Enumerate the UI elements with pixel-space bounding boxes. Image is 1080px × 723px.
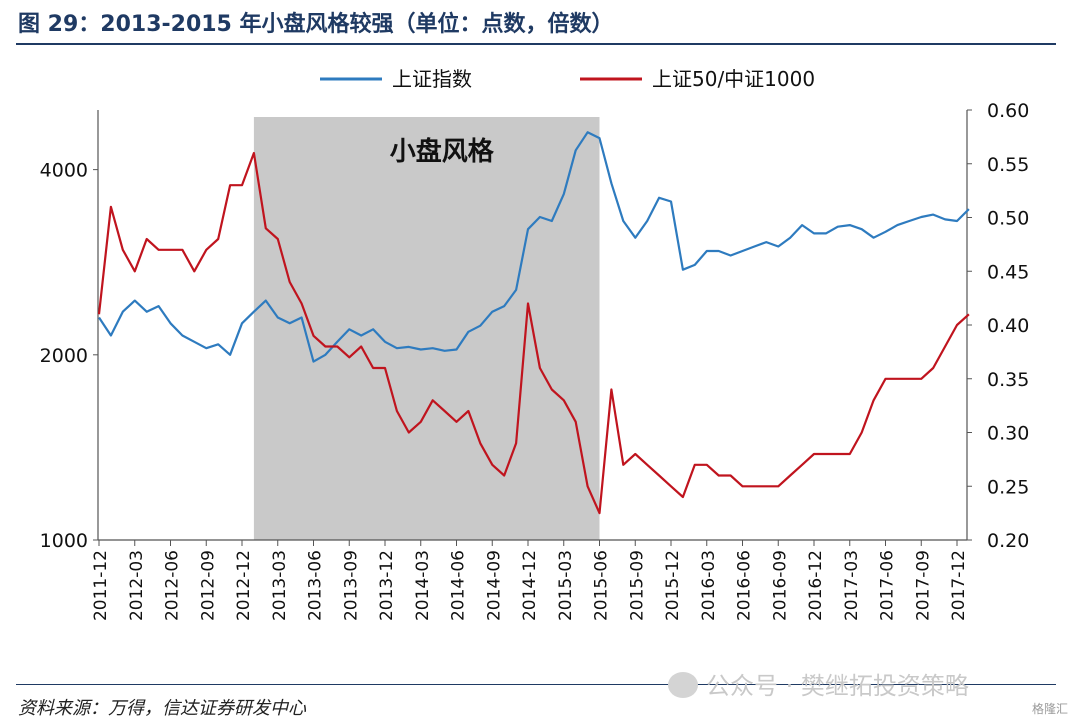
watermark: 公众号 · 樊继拓投资策略 bbox=[668, 666, 969, 701]
shaded-region-layer: 小盘风格 bbox=[253, 117, 600, 540]
x-tick-label: 2013-12 bbox=[377, 550, 397, 621]
figure-title: 图 29：2013-2015 年小盘风格较强（单位：点数，倍数） bbox=[18, 12, 614, 37]
right-tick-label: 0.45 bbox=[987, 261, 1029, 283]
shaded-region bbox=[253, 117, 600, 540]
x-tick-label: 2016-09 bbox=[770, 550, 790, 621]
legend-label-1: 上证指数 bbox=[392, 67, 472, 91]
right-tick-label: 0.25 bbox=[987, 476, 1029, 498]
right-tick-label: 0.60 bbox=[987, 100, 1029, 122]
watermark-text: 公众号 · 樊继拓投资策略 bbox=[706, 672, 969, 700]
x-tick-label: 2015-12 bbox=[663, 550, 683, 621]
x-tick-label: 2013-09 bbox=[341, 550, 361, 621]
x-tick-label: 2014-03 bbox=[413, 550, 433, 621]
right-tick-label: 0.30 bbox=[987, 423, 1029, 445]
x-tick-label: 2013-06 bbox=[306, 550, 326, 621]
x-tick-label: 2012-12 bbox=[234, 550, 254, 621]
axes-layer: 1000 2000 4000 0.20 0.25 0.30 0.35 0.40 0.45 0.50… bbox=[40, 100, 1030, 621]
right-tick-label: 0.20 bbox=[987, 530, 1029, 552]
x-tick-label: 2017-12 bbox=[949, 550, 969, 621]
badge: 格隆汇 bbox=[1031, 702, 1068, 716]
x-tick-label: 2012-06 bbox=[163, 550, 183, 621]
x-tick-label: 2014-09 bbox=[484, 550, 504, 621]
right-tick-label: 0.40 bbox=[987, 315, 1029, 337]
right-tick-label: 0.55 bbox=[987, 154, 1029, 176]
x-tick-label: 2013-03 bbox=[270, 550, 290, 621]
x-tick-label: 2015-03 bbox=[556, 550, 576, 621]
title-divider bbox=[16, 43, 1056, 45]
x-tick-label: 2017-06 bbox=[878, 550, 898, 621]
left-tick-label: 4000 bbox=[40, 160, 88, 182]
series-line-1 bbox=[98, 131, 970, 363]
x-tick-label: 2014-12 bbox=[520, 550, 540, 621]
x-tick-label: 2016-06 bbox=[735, 550, 755, 621]
x-tick-label: 2011-12 bbox=[91, 550, 111, 621]
legend-label-2: 上证50/中证1000 bbox=[652, 67, 815, 91]
shaded-region-label: 小盘风格 bbox=[390, 136, 495, 167]
x-tick-label: 2014-06 bbox=[449, 550, 469, 621]
x-tick-label: 2012-03 bbox=[127, 550, 147, 621]
x-tick-label: 2017-09 bbox=[913, 550, 933, 621]
x-tick-label: 2016-03 bbox=[699, 550, 719, 621]
x-tick-label: 2012-09 bbox=[198, 550, 218, 621]
x-tick-label: 2016-12 bbox=[806, 550, 826, 621]
right-tick-label: 0.50 bbox=[987, 208, 1029, 230]
source-note: 资料来源：万得，信达证券研发中心 bbox=[18, 698, 306, 719]
source-divider bbox=[16, 684, 1056, 685]
left-tick-label: 2000 bbox=[40, 345, 88, 367]
x-tick-label: 2015-09 bbox=[627, 550, 647, 621]
left-tick-label: 1000 bbox=[40, 530, 88, 552]
legend: 上证指数 上证50/中证1000 bbox=[320, 67, 815, 91]
small-cap-period: 小盘风格 bbox=[253, 117, 600, 540]
series-layer bbox=[97, 131, 970, 515]
x-tick-label: 2015-06 bbox=[592, 550, 612, 621]
series-line-2 bbox=[97, 151, 970, 515]
right-tick-label: 0.35 bbox=[987, 369, 1029, 391]
wechat-icon bbox=[668, 672, 698, 698]
x-tick-label: 2017-03 bbox=[842, 550, 862, 621]
